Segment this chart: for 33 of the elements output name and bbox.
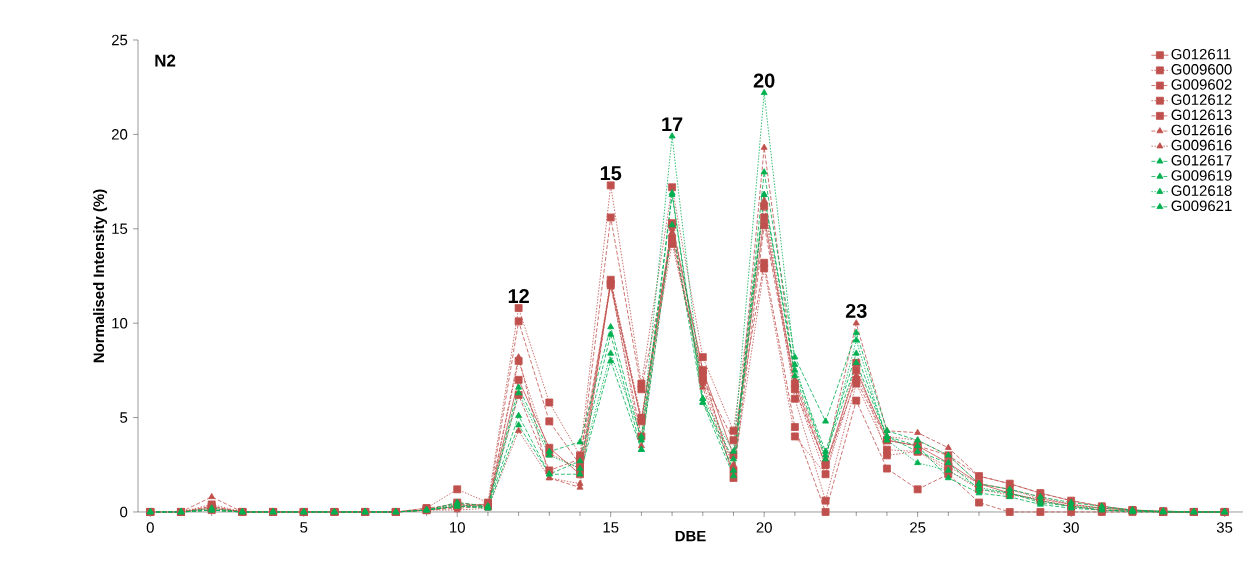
x-tick-label: 15 <box>603 522 619 533</box>
y-tick-label: 25 <box>111 34 128 46</box>
x-tick-label: 0 <box>146 522 154 533</box>
annotation: 20 <box>753 73 775 88</box>
x-axis-title: DBE <box>675 530 706 542</box>
legend-label: G012616 <box>1171 124 1232 136</box>
legend-label: G009616 <box>1171 139 1232 151</box>
legend-label: G012617 <box>1171 155 1232 166</box>
annotation: 15 <box>600 166 622 181</box>
y-tick-label: 0 <box>120 506 128 518</box>
y-tick-label: 15 <box>112 223 128 234</box>
x-tick-label: 35 <box>1216 522 1233 533</box>
legend-label: G009621 <box>1171 200 1232 212</box>
legend-label: G012618 <box>1171 185 1232 196</box>
legend-label: G009619 <box>1171 170 1232 181</box>
y-axis-title: Normalised Intensity (%) <box>93 189 108 363</box>
annotation: N2 <box>155 54 176 67</box>
y-tick-label: 10 <box>112 317 128 329</box>
legend-label: G012611 <box>1171 48 1231 60</box>
annotation: 17 <box>662 117 683 132</box>
annotation: 23 <box>845 303 867 318</box>
annotation: 12 <box>508 289 529 303</box>
y-tick-label: 20 <box>111 129 128 140</box>
x-tick-label: 10 <box>450 522 465 533</box>
x-tick-label: 30 <box>1063 522 1079 533</box>
y-tick-label: 5 <box>120 412 128 423</box>
legend-label: G012613 <box>1171 109 1232 121</box>
x-tick-label: 20 <box>756 522 772 533</box>
x-tick-label: 5 <box>300 522 308 533</box>
x-tick-label: 25 <box>910 522 926 533</box>
legend-label: G009602 <box>1171 79 1232 90</box>
legend-label: G009600 <box>1171 64 1232 75</box>
legend-label: G012612 <box>1171 94 1232 105</box>
